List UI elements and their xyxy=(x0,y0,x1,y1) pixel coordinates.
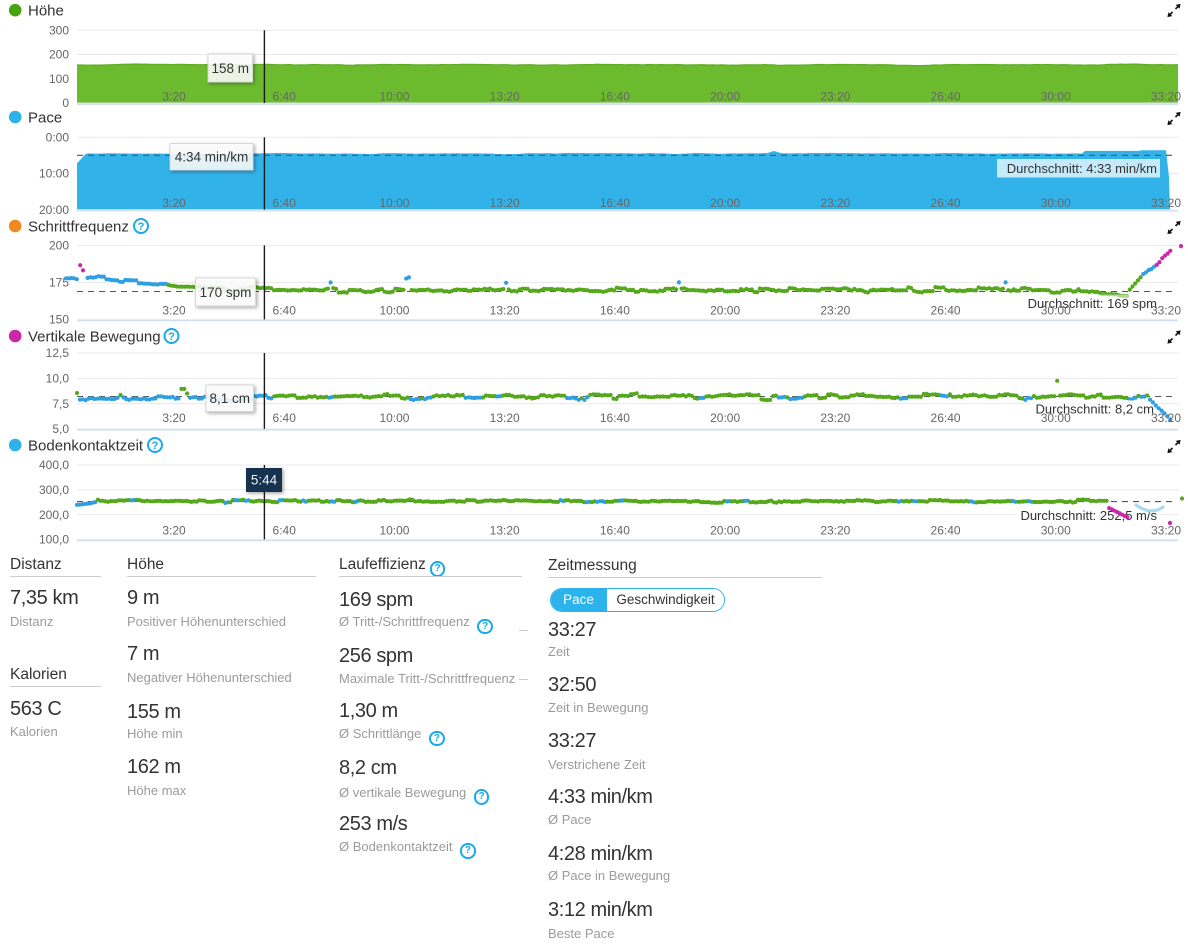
svg-text:?: ? xyxy=(168,331,175,343)
svg-text:26:40: 26:40 xyxy=(931,196,961,210)
svg-text:26:40: 26:40 xyxy=(931,411,961,425)
svg-text:150: 150 xyxy=(49,313,69,327)
svg-text:23:20: 23:20 xyxy=(820,196,850,210)
svg-text:3:20: 3:20 xyxy=(162,304,186,318)
svg-text:6:40: 6:40 xyxy=(273,196,297,210)
svg-text:16:40: 16:40 xyxy=(600,411,630,425)
svg-text:3:20: 3:20 xyxy=(162,524,186,538)
svg-text:Bodenkontaktzeit: Bodenkontaktzeit xyxy=(28,438,144,455)
svg-text:200: 200 xyxy=(49,239,69,253)
svg-text:13:20: 13:20 xyxy=(490,196,520,210)
svg-text:200,0: 200,0 xyxy=(39,508,69,522)
svg-text:13:20: 13:20 xyxy=(490,304,520,318)
svg-text:3:20: 3:20 xyxy=(162,89,186,103)
svg-text:0:00: 0:00 xyxy=(46,131,70,145)
svg-text:20:00: 20:00 xyxy=(710,524,740,538)
svg-text:10:00: 10:00 xyxy=(379,524,409,538)
svg-text:3:20: 3:20 xyxy=(162,411,186,425)
svg-text:16:40: 16:40 xyxy=(600,304,630,318)
svg-text:Schrittfrequenz: Schrittfrequenz xyxy=(28,219,129,236)
svg-text:30:00: 30:00 xyxy=(1041,411,1071,425)
svg-text:33:20: 33:20 xyxy=(1151,89,1181,103)
svg-text:20:00: 20:00 xyxy=(39,203,69,217)
svg-text:5:44: 5:44 xyxy=(251,473,278,488)
svg-text:10:00: 10:00 xyxy=(39,167,69,181)
svg-text:16:40: 16:40 xyxy=(600,196,630,210)
svg-text:8,1 cm: 8,1 cm xyxy=(209,391,250,406)
svg-text:6:40: 6:40 xyxy=(273,304,297,318)
svg-text:26:40: 26:40 xyxy=(931,524,961,538)
svg-text:26:40: 26:40 xyxy=(931,89,961,103)
svg-text:23:20: 23:20 xyxy=(820,304,850,318)
svg-text:300: 300 xyxy=(49,24,69,38)
svg-text:13:20: 13:20 xyxy=(490,411,520,425)
svg-text:23:20: 23:20 xyxy=(820,89,850,103)
svg-text:20:00: 20:00 xyxy=(710,304,740,318)
svg-text:13:20: 13:20 xyxy=(490,524,520,538)
svg-text:300,0: 300,0 xyxy=(39,483,69,497)
svg-text:10:00: 10:00 xyxy=(379,304,409,318)
svg-text:4:34 min/km: 4:34 min/km xyxy=(175,150,249,165)
svg-text:3:20: 3:20 xyxy=(162,196,186,210)
svg-text:33:20: 33:20 xyxy=(1151,411,1181,425)
svg-text:30:00: 30:00 xyxy=(1041,196,1071,210)
svg-text:20:00: 20:00 xyxy=(710,411,740,425)
svg-text:200: 200 xyxy=(49,48,69,62)
svg-text:6:40: 6:40 xyxy=(273,411,297,425)
svg-text:7,5: 7,5 xyxy=(52,397,69,411)
svg-text:20:00: 20:00 xyxy=(710,89,740,103)
svg-text:158 m: 158 m xyxy=(211,61,249,76)
svg-text:13:20: 13:20 xyxy=(490,89,520,103)
svg-text:?: ? xyxy=(152,440,159,452)
svg-text:Vertikale Bewegung: Vertikale Bewegung xyxy=(28,329,161,346)
svg-text:100: 100 xyxy=(49,72,69,86)
svg-text:?: ? xyxy=(138,221,145,233)
svg-text:10:00: 10:00 xyxy=(379,89,409,103)
svg-text:33:20: 33:20 xyxy=(1151,196,1181,210)
svg-text:0: 0 xyxy=(62,96,69,110)
svg-text:Höhe: Höhe xyxy=(28,3,64,20)
svg-text:Pace: Pace xyxy=(28,110,62,127)
svg-text:20:00: 20:00 xyxy=(710,196,740,210)
svg-text:6:40: 6:40 xyxy=(273,89,297,103)
svg-text:Durchschnitt: 252,5 m/s: Durchschnitt: 252,5 m/s xyxy=(1020,508,1157,523)
svg-text:23:20: 23:20 xyxy=(820,524,850,538)
svg-text:170 spm: 170 spm xyxy=(200,285,252,300)
svg-text:12,5: 12,5 xyxy=(46,346,70,360)
svg-text:10,0: 10,0 xyxy=(46,372,70,386)
svg-text:30:00: 30:00 xyxy=(1041,304,1071,318)
svg-text:Durchschnitt: 8,2 cm: Durchschnitt: 8,2 cm xyxy=(1036,402,1155,417)
svg-text:26:40: 26:40 xyxy=(931,304,961,318)
svg-text:6:40: 6:40 xyxy=(273,524,297,538)
svg-text:400,0: 400,0 xyxy=(39,458,69,472)
svg-text:10:00: 10:00 xyxy=(379,411,409,425)
svg-text:16:40: 16:40 xyxy=(600,524,630,538)
svg-text:33:20: 33:20 xyxy=(1151,524,1181,538)
svg-text:30:00: 30:00 xyxy=(1041,524,1071,538)
svg-text:10:00: 10:00 xyxy=(379,196,409,210)
svg-text:23:20: 23:20 xyxy=(820,411,850,425)
svg-text:100,0: 100,0 xyxy=(39,533,69,547)
svg-text:Durchschnitt: 4:33 min/km: Durchschnitt: 4:33 min/km xyxy=(1007,161,1157,176)
svg-text:33:20: 33:20 xyxy=(1151,304,1181,318)
svg-text:Durchschnitt: 169 spm: Durchschnitt: 169 spm xyxy=(1028,296,1157,311)
svg-text:30:00: 30:00 xyxy=(1041,89,1071,103)
svg-text:16:40: 16:40 xyxy=(600,89,630,103)
svg-text:5,0: 5,0 xyxy=(52,422,69,436)
